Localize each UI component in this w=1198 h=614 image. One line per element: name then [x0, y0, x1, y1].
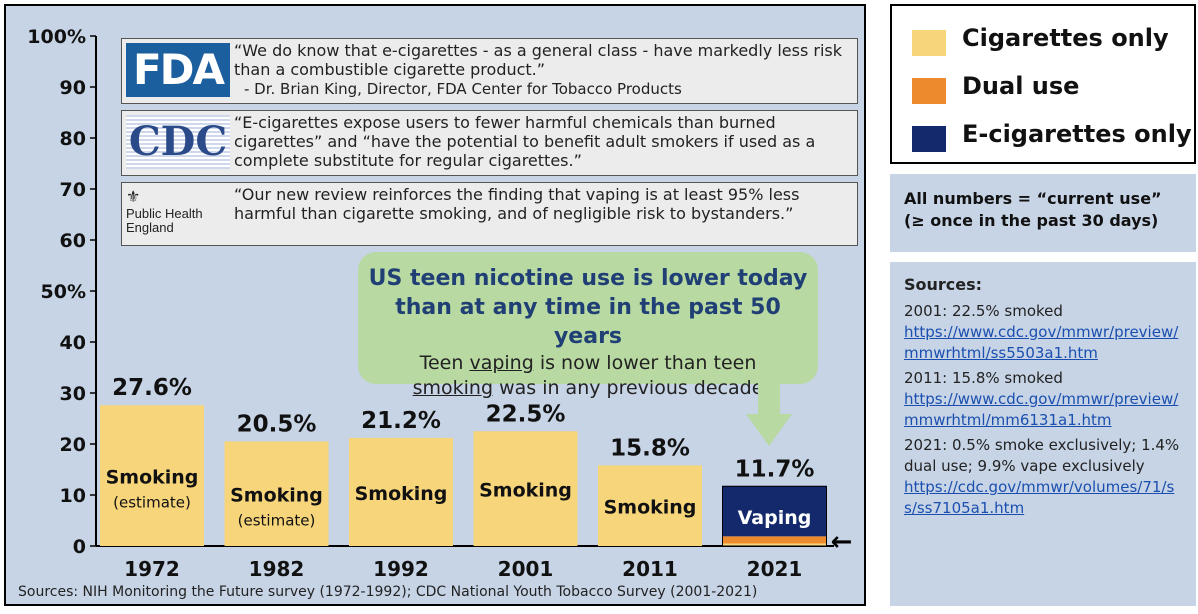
y-tick-label: 40 [60, 332, 86, 354]
y-tick-label: 0 [73, 536, 86, 558]
bar-inner-label: Smoking [479, 480, 572, 502]
y-tick-label: 20 [60, 434, 86, 456]
definition-box: All numbers = “current use” (≥ once in t… [890, 174, 1196, 252]
x-tick-label: 1972 [124, 557, 180, 581]
quote-fda: FDA “We do know that e-cigarettes - as a… [121, 38, 858, 104]
definition-line-1: All numbers = “current use” [904, 189, 1162, 208]
source-2021-text: 2021: 0.5% smoke exclusively; 1.4% dual … [904, 436, 1180, 475]
bar-inner-sublabel: (estimate) [113, 494, 191, 512]
phe-logo-line2: England [126, 220, 174, 235]
sources-title: Sources: [904, 275, 983, 294]
bar-segment-cigarettes [722, 543, 827, 546]
y-tick-label: 90 [60, 77, 86, 99]
bar-inner-label: Smoking [230, 485, 323, 507]
callout-headline-1: US teen nicotine use is lower today [368, 266, 808, 291]
bar [349, 437, 453, 546]
bar [224, 441, 329, 546]
data-label: 11.7% [735, 456, 815, 482]
bar [598, 465, 702, 546]
legend-label-dual: Dual use [962, 72, 1080, 100]
legend-swatch-cigarettes [912, 30, 946, 56]
source-2001-text: 2001: 22.5% smoked [904, 302, 1063, 320]
legend-label-ecig: E-cigarettes only [962, 120, 1192, 148]
callout-body-2: smoking was in any previous decade [412, 377, 764, 399]
y-tick-label: 50% [41, 281, 86, 303]
cdc-logo: CDC [126, 115, 230, 169]
bar [473, 431, 578, 546]
x-tick-label: 2011 [622, 557, 678, 581]
y-tick-label: 30 [60, 383, 86, 405]
source-2021-link[interactable]: https://cdc.gov/mmwr/volumes/71/ss/ss710… [904, 478, 1175, 517]
fda-logo: FDA [126, 43, 230, 97]
y-tick-label: 100% [27, 26, 86, 48]
data-label: 27.6% [112, 375, 192, 401]
legend-swatch-dual [912, 78, 946, 104]
arrow-left-icon: ← [831, 527, 853, 557]
quote-fda-text: “We do know that e-cigarettes - as a gen… [234, 41, 842, 79]
callout-arrow-stem [758, 382, 780, 416]
bar-inner-label: Smoking [106, 467, 199, 489]
y-tick-label: 70 [60, 179, 86, 201]
callout-arrow-down-icon [746, 414, 792, 446]
phe-logo: ⚜ Public Health England [126, 187, 230, 245]
bar-inner-label: Smoking [604, 497, 697, 519]
x-tick-label: 2021 [747, 557, 803, 581]
source-2001-link[interactable]: https://www.cdc.gov/mmwr/preview/mmwrhtm… [904, 323, 1179, 362]
bar-segment-dual [722, 536, 827, 544]
callout-headline-2: than at any time in the past 50 years [395, 295, 781, 349]
bar-chart: 0 10 20 30 40 50% 60 70 80 90 100% Smoking (estimate… [27, 26, 853, 581]
sources-box: Sources: 2001: 22.5% smoked https://www.… [890, 262, 1196, 606]
quote-cdc: CDC “E-cigarettes expose users to fewer … [121, 110, 858, 176]
y-tick-label: 10 [60, 485, 86, 507]
bar-outline [722, 485, 827, 547]
callout-body-1: Teen vaping is now lower than teen [419, 352, 757, 374]
data-label: 15.8% [610, 435, 690, 461]
legend: Cigarettes only Dual use E-cigarettes on… [890, 4, 1196, 164]
quote-phe: ⚜ Public Health England “Our new review … [121, 182, 858, 246]
chart-source-note: Sources: NIH Monitoring the Future surve… [18, 584, 758, 600]
x-tick-label: 2001 [498, 557, 554, 581]
source-2011-text: 2011: 15.8% smoked [904, 369, 1063, 387]
x-tick-label: 1992 [373, 557, 429, 581]
bar-inner-label: Vaping [738, 507, 812, 529]
data-label: 21.2% [361, 408, 441, 434]
bar-inner-label: Smoking [355, 483, 448, 505]
crest-icon: ⚜ [126, 189, 141, 206]
quote-fda-attribution: - Dr. Brian King, Director, FDA Center f… [244, 80, 682, 98]
source-2011-link[interactable]: https://www.cdc.gov/mmwr/preview/mmwrhtm… [904, 390, 1179, 429]
x-tick-label: 1982 [249, 557, 305, 581]
callout-box: US teen nicotine use is lower today than… [358, 252, 818, 399]
legend-swatch-ecig [912, 126, 946, 152]
quote-phe-text: “Our new review reinforces the finding t… [234, 185, 800, 223]
y-tick-label: 80 [60, 128, 86, 150]
bar-inner-sublabel: (estimate) [238, 512, 316, 530]
bar-segment-ecig [722, 485, 827, 537]
bar [100, 405, 204, 546]
y-tick-label: 60 [60, 230, 86, 252]
definition-line-2: (≥ once in the past 30 days) [904, 211, 1159, 230]
quote-cdc-text: “E-cigarettes expose users to fewer harm… [234, 113, 816, 170]
legend-label-cigarettes: Cigarettes only [962, 24, 1169, 52]
chart-panel: 0 10 20 30 40 50% 60 70 80 90 100% Smoking (estimate… [4, 4, 866, 606]
data-label: 20.5% [237, 411, 317, 437]
data-label: 22.5% [486, 401, 566, 427]
phe-logo-line1: Public Health [126, 206, 203, 221]
